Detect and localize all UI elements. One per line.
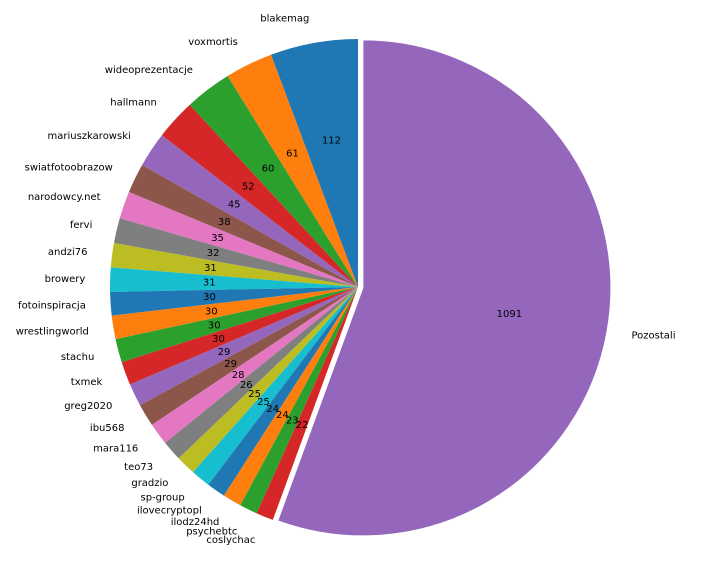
slice-value-label: 26 (240, 380, 253, 391)
slice-label: teo73 (124, 462, 153, 473)
slice-label: narodowcy.net (28, 192, 101, 203)
slice-value-label: 31 (204, 263, 217, 274)
slice-label: mara116 (93, 444, 138, 455)
slice-value-label: 32 (207, 248, 220, 259)
slice-value-label: 112 (322, 136, 341, 147)
slice-label: Pozostali (632, 330, 676, 341)
slice-label: gradzio (131, 478, 168, 489)
pie-slice-ilodz24hd (223, 287, 358, 506)
slice-label: wrestlingworld (16, 327, 89, 338)
pie-slice-stachu (115, 287, 358, 363)
slice-value-label: 35 (211, 233, 224, 244)
pie-slice-hallmann (161, 104, 358, 287)
pie-slice-blakemag (270, 39, 358, 287)
pie-slice-mara116 (151, 287, 358, 443)
slice-label: voxmortis (188, 37, 238, 48)
slice-value-label: 22 (296, 420, 309, 431)
pie-slice-teo73 (165, 287, 358, 459)
slice-value-label: 29 (224, 359, 237, 370)
pie-slice-txmek (121, 287, 358, 385)
slice-value-label: 61 (286, 148, 299, 159)
slice-label: ilodz24hd (171, 517, 220, 528)
pie-slice-ilovecryptopl (208, 287, 358, 496)
pie-slice-voxmortis (227, 54, 358, 287)
pie-slice-wideoprezentacje (189, 76, 358, 287)
pie-slice-greg2020 (129, 287, 358, 406)
pie-slice-coslychac (256, 287, 358, 520)
slice-value-label: 31 (203, 278, 216, 289)
slice-label: coslychac (206, 535, 255, 546)
pie-slice-sp-group (192, 287, 358, 485)
slice-label: ibu568 (90, 423, 125, 434)
slice-label: blakemag (260, 14, 309, 25)
slice-label: stachu (61, 352, 94, 363)
pie-slice-ibu568 (139, 287, 358, 425)
slice-value-label: 60 (262, 164, 275, 175)
slice-value-label: 1091 (497, 309, 522, 320)
pie-slice-gradzio (178, 287, 358, 473)
pie-slice-andzi76 (110, 242, 358, 287)
slice-value-label: 25 (248, 389, 261, 400)
slice-label: swiatfotoobrazow (25, 162, 113, 173)
slice-value-label: 24 (276, 410, 289, 421)
slice-value-label: 30 (212, 334, 225, 345)
slice-value-label: 23 (286, 415, 299, 426)
slice-value-label: 25 (257, 397, 270, 408)
slice-value-label: 30 (205, 306, 218, 317)
pie-slice-browery (110, 267, 358, 292)
slice-value-label: 24 (266, 404, 279, 415)
slice-value-label: 38 (218, 217, 231, 228)
pie-slice-pozostali (277, 39, 612, 537)
slice-label: greg2020 (64, 401, 112, 412)
slice-label: txmek (71, 377, 103, 388)
pie-slice-fervi (113, 218, 358, 287)
slice-label: ilovecryptopl (137, 506, 202, 517)
pie-slice-swiatfotoobrazow (128, 164, 358, 287)
slice-value-label: 45 (228, 200, 241, 211)
pie-slice-mariuszkarowski (142, 135, 358, 287)
slice-label: fervi (70, 220, 92, 231)
pie-slice-narodowcy-net (119, 192, 359, 287)
slice-value-label: 30 (208, 320, 221, 331)
slice-label: wideoprezentacje (105, 65, 193, 76)
slice-label: sp-group (141, 493, 185, 504)
slice-value-label: 52 (242, 181, 255, 192)
slice-label: fotoinspiracja (18, 301, 86, 312)
slice-value-label: 30 (203, 292, 216, 303)
pie-slice-wrestlingworld (111, 287, 358, 340)
slice-value-label: 28 (232, 370, 245, 381)
slice-value-label: 29 (218, 347, 231, 358)
pie-slice-fotoinspiracja (110, 287, 358, 316)
pie-slice-psychebtc (240, 287, 358, 514)
slice-label: browery (45, 274, 86, 285)
slice-label: mariuszkarowski (48, 131, 131, 142)
slice-label: andzi76 (48, 247, 88, 258)
slice-label: hallmann (110, 98, 157, 109)
slice-label: psychebtc (186, 527, 237, 538)
